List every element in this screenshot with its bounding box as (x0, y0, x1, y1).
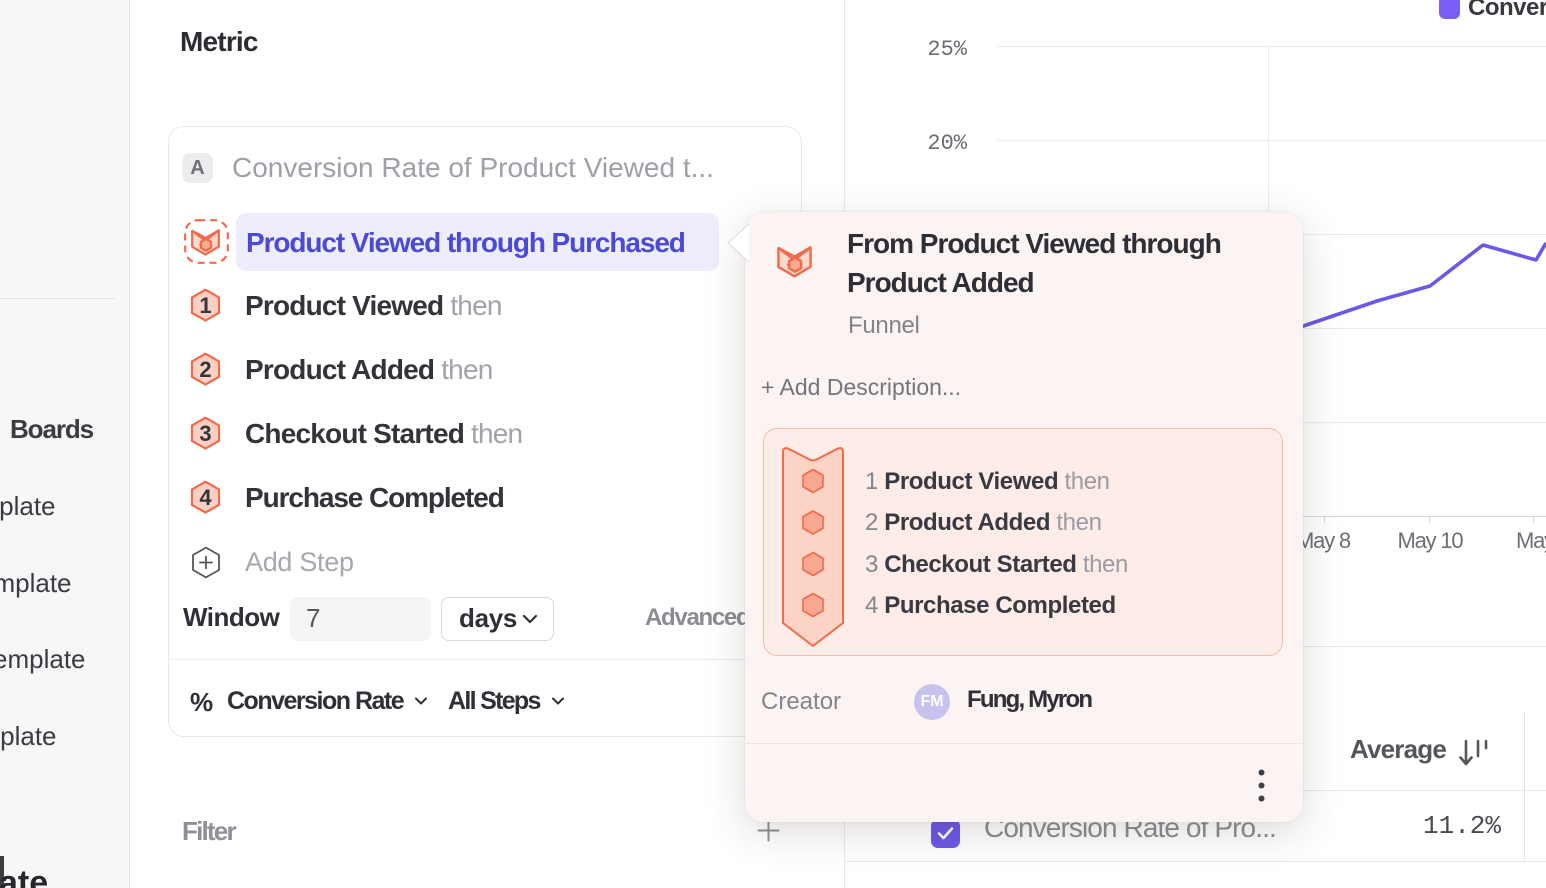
svg-text:1: 1 (199, 293, 211, 318)
svg-text:2: 2 (199, 357, 211, 382)
svg-text:4: 4 (199, 485, 212, 510)
svg-text:3: 3 (199, 421, 211, 446)
